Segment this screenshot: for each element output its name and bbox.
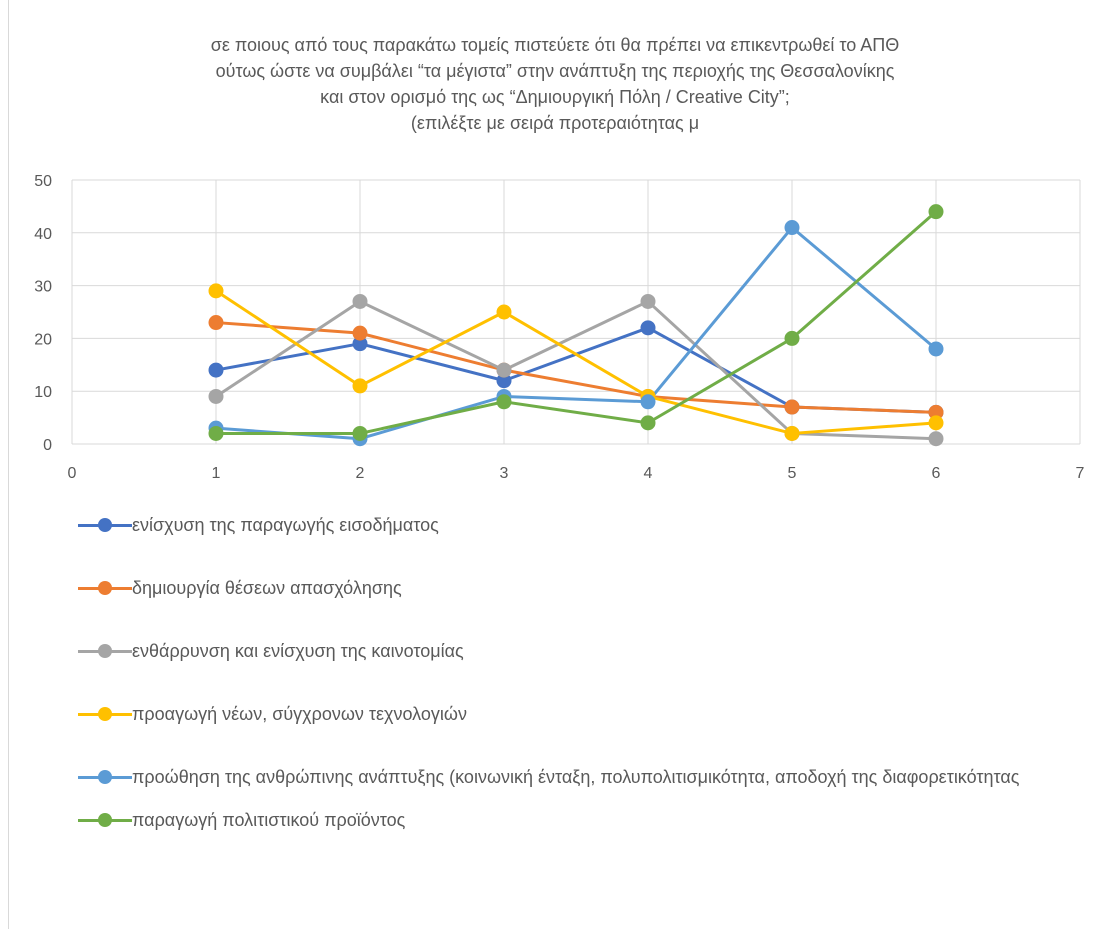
series-5-point xyxy=(640,394,656,410)
series-5-point xyxy=(928,341,944,357)
x-tick-label: 7 xyxy=(1076,465,1085,482)
x-tick-label: 4 xyxy=(644,465,653,482)
series-3-point xyxy=(352,293,368,309)
legend-label: παραγωγή πολιτιστικού προϊόντος xyxy=(132,810,406,830)
legend-item-2: δημιουργία θέσεων απασχόλησης xyxy=(78,575,1088,601)
series-6-point xyxy=(640,415,656,431)
legend-label: δημιουργία θέσεων απασχόλησης xyxy=(132,578,402,598)
series-1-point xyxy=(640,320,656,336)
legend-item-5: προώθηση της ανθρώπινης ανάπτυξης (κοινω… xyxy=(78,764,1088,790)
series-line-5 xyxy=(215,226,937,441)
legend: ενίσχυση της παραγωγής εισοδήματος δημιου… xyxy=(78,512,1088,870)
legend-item-3: ενθάρρυνση και ενίσχυση της καινοτομίας xyxy=(78,638,1088,664)
legend-swatch-marker xyxy=(98,707,112,721)
series-line-6 xyxy=(216,210,937,435)
x-tick-label: 0 xyxy=(68,465,77,482)
legend-label: ενίσχυση της παραγωγής εισοδήματος xyxy=(132,515,439,535)
series-4-point xyxy=(784,425,800,441)
series-2-point xyxy=(352,325,368,341)
chart-title-line-1: σε ποιους από τους παρακάτω τομείς πιστε… xyxy=(210,35,900,55)
series-6-point xyxy=(928,204,944,220)
chart-title: σε ποιους από τους παρακάτω τομείς πιστε… xyxy=(60,32,1050,136)
chart-title-line-3: και στον ορισμό της ως “Δημιουργική Πόλη… xyxy=(320,87,790,107)
y-tick-label: 0 xyxy=(43,437,52,454)
legend-swatch xyxy=(78,638,132,664)
legend-label: προαγωγή νέων, σύγχρονων τεχνολογιών xyxy=(132,704,467,724)
legend-item-4: προαγωγή νέων, σύγχρονων τεχνολογιών xyxy=(78,701,1088,727)
legend-swatch xyxy=(78,701,132,727)
chart-title-line-2: ούτως ώστε να συμβάλει “τα μέγιστα” στην… xyxy=(215,61,895,81)
series-3-point xyxy=(208,388,224,404)
series-4-point xyxy=(928,415,944,431)
x-tick-label: 1 xyxy=(212,465,221,482)
series-6-point xyxy=(496,394,512,410)
legend-swatch-marker xyxy=(98,581,112,595)
legend-swatch xyxy=(78,807,132,833)
y-tick-label: 10 xyxy=(34,384,52,401)
legend-swatch xyxy=(78,512,132,538)
series-3-point xyxy=(496,362,512,378)
series-6-point xyxy=(208,425,224,441)
legend-swatch xyxy=(78,575,132,601)
legend-item-1: ενίσχυση της παραγωγής εισοδήματος xyxy=(78,512,1088,538)
legend-swatch-marker xyxy=(98,770,112,784)
series-3-point xyxy=(640,293,656,309)
series-line-4 xyxy=(215,289,937,435)
legend-label: ενθάρρυνση και ενίσχυση της καινοτομίας xyxy=(132,641,464,661)
x-tick-label: 2 xyxy=(356,465,365,482)
y-tick-label: 30 xyxy=(34,279,52,296)
plot-area: 0 10 20 30 40 50 0 1 2 3 4 5 6 7 xyxy=(34,173,1085,482)
x-tick-label: 3 xyxy=(500,465,509,482)
series-3-point xyxy=(928,431,944,447)
y-tick-label: 20 xyxy=(34,331,52,348)
legend-item-6: παραγωγή πολιτιστικού προϊόντος xyxy=(78,807,1088,833)
y-tick-label: 50 xyxy=(34,173,52,190)
series-6-point xyxy=(352,425,368,441)
series-4-point xyxy=(496,304,512,320)
legend-swatch xyxy=(78,764,132,790)
legend-swatch-marker xyxy=(98,813,112,827)
x-tick-label: 5 xyxy=(788,465,797,482)
x-tick-label: 6 xyxy=(932,465,941,482)
series-2-point xyxy=(208,315,224,331)
series-1-point xyxy=(208,362,224,378)
series-6-point xyxy=(784,330,800,346)
chart-border xyxy=(8,0,9,929)
series-line-3 xyxy=(215,299,937,441)
series-line-2 xyxy=(215,321,937,414)
legend-swatch-marker xyxy=(98,518,112,532)
series-4-point xyxy=(352,378,368,394)
series-2-point xyxy=(784,399,800,415)
legend-label: προώθηση της ανθρώπινης ανάπτυξης (κοινω… xyxy=(132,767,1020,787)
legend-swatch-marker xyxy=(98,644,112,658)
chart-title-line-4: (επιλέξτε με σειρά προτεραιότητας μ xyxy=(410,113,700,133)
series-5-point xyxy=(784,220,800,236)
series-4-point xyxy=(208,283,224,299)
y-tick-label: 40 xyxy=(34,226,52,243)
